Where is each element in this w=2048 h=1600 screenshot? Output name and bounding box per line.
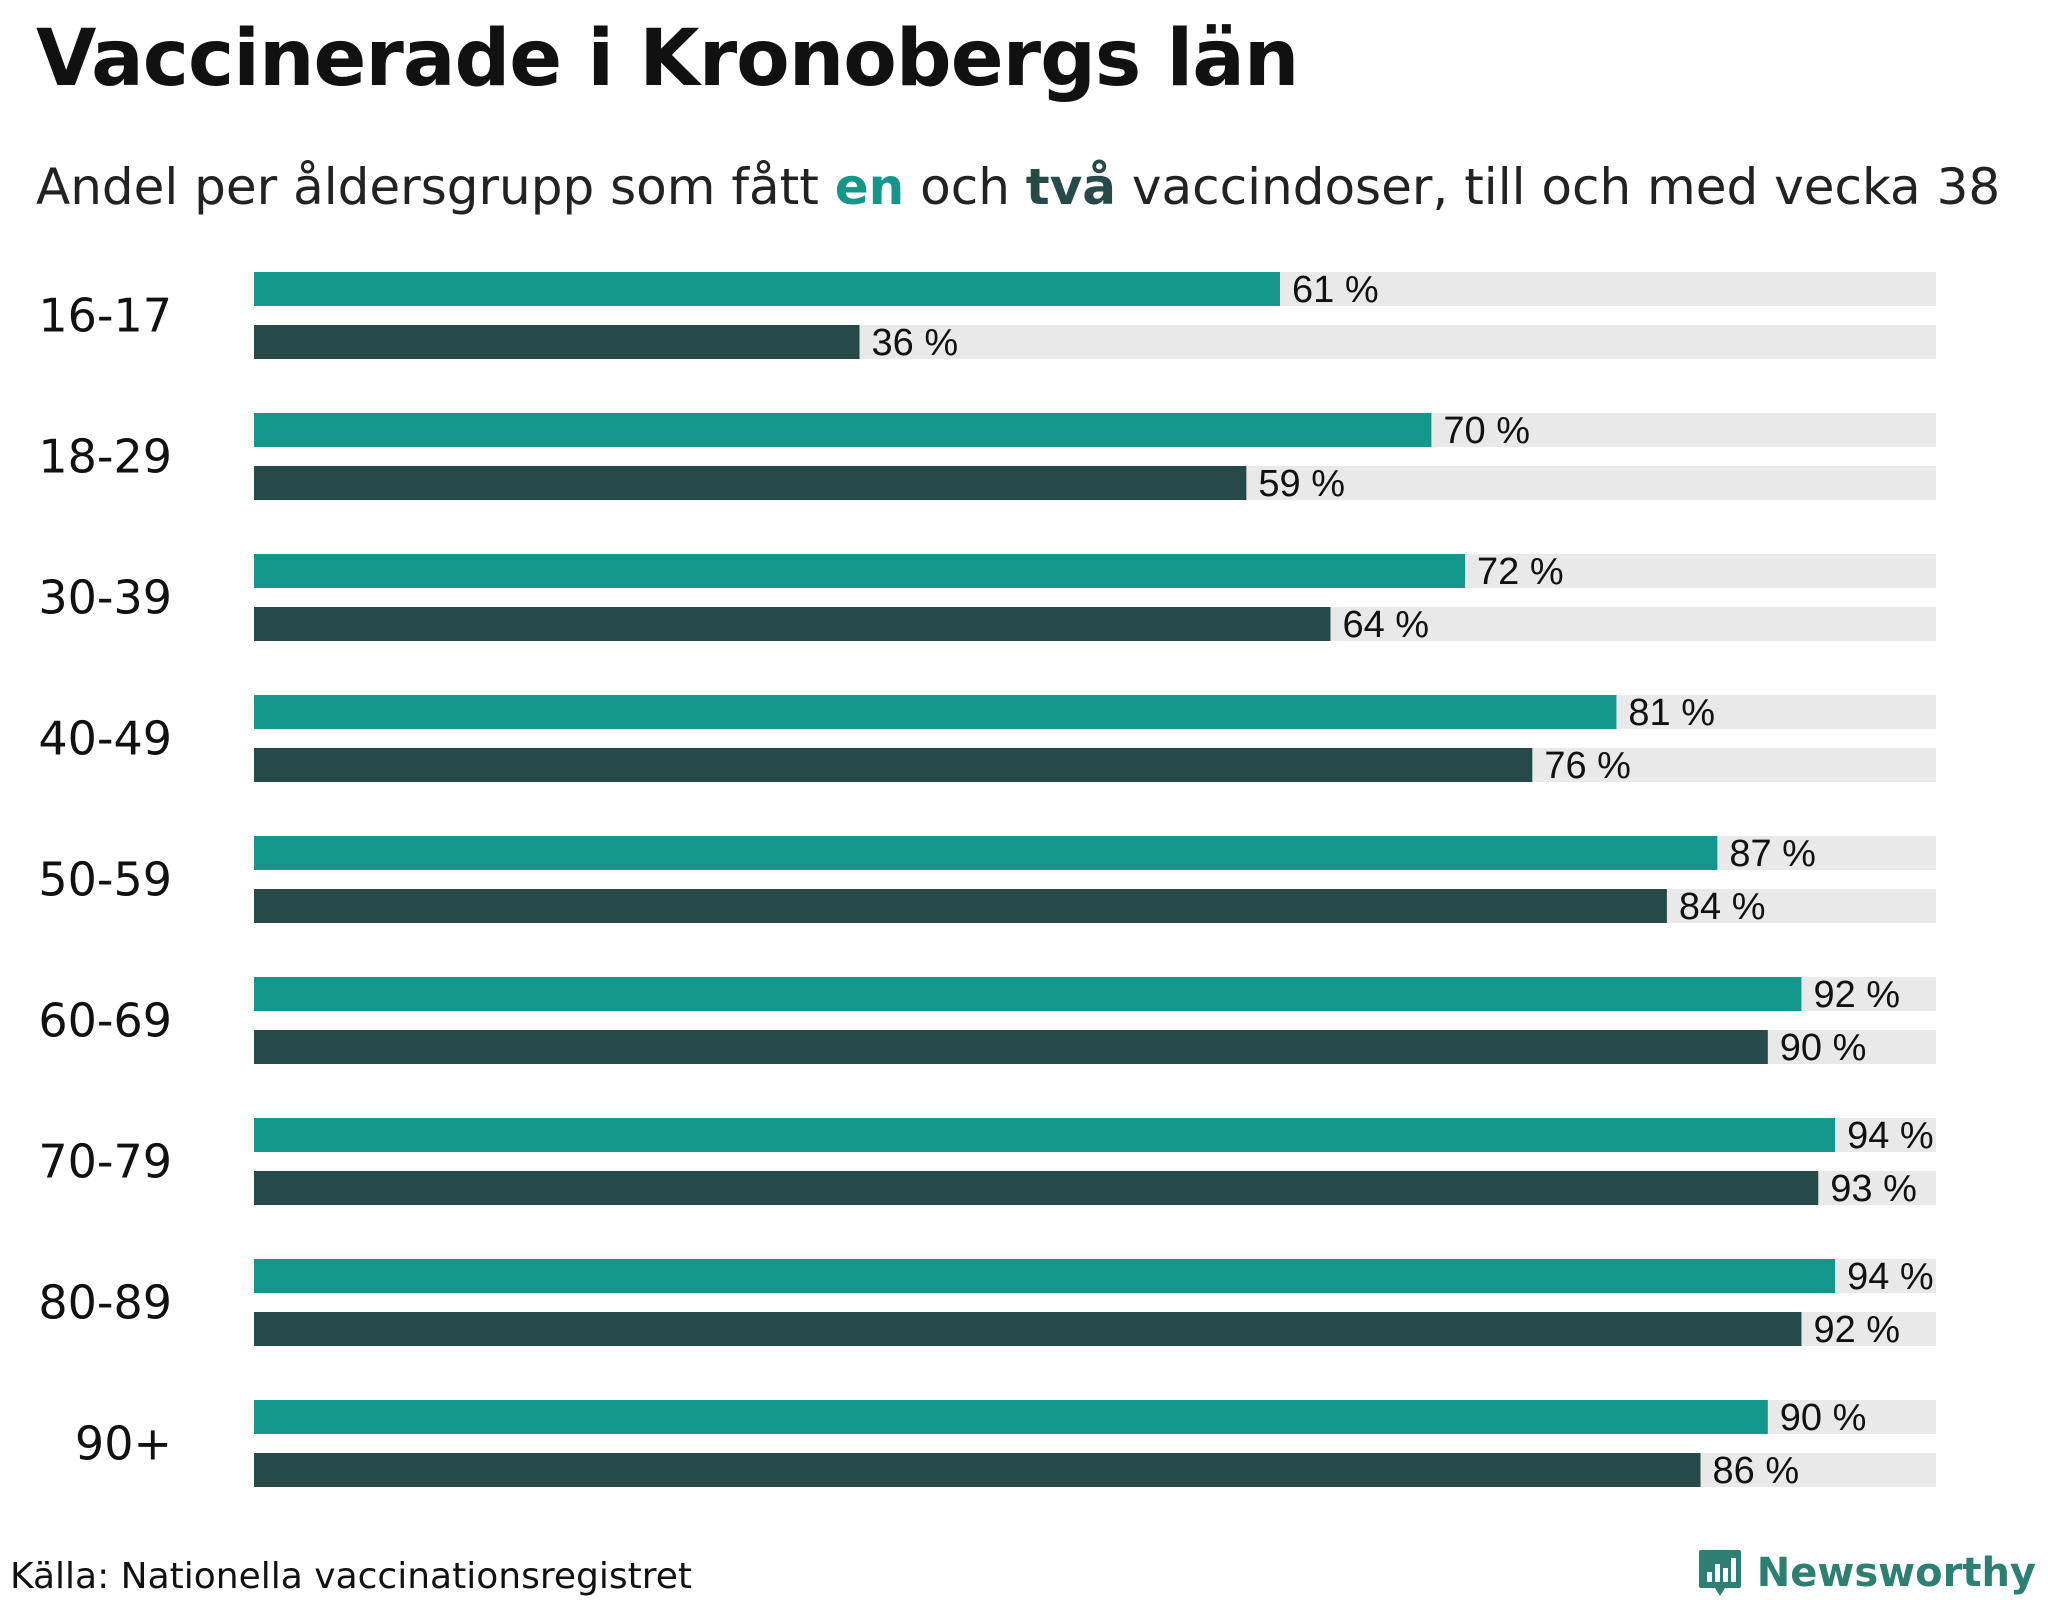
bar — [254, 1400, 1768, 1434]
bar — [254, 1312, 1802, 1346]
data-label: 36 % — [872, 322, 959, 364]
subtitle-text-mid: och — [904, 158, 1026, 216]
data-label: 93 % — [1830, 1168, 1917, 1210]
chart-title: Vaccinerade i Kronobergs län — [36, 14, 1299, 104]
data-label: 94 % — [1847, 1115, 1934, 1157]
category-label: 60-69 — [38, 994, 172, 1048]
data-label: 84 % — [1679, 886, 1766, 928]
subtitle-text-post: vaccindoser, till och med vecka 38 — [1116, 158, 2001, 216]
bar — [254, 889, 1667, 923]
data-label: 64 % — [1342, 604, 1429, 646]
data-label: 94 % — [1847, 1256, 1934, 1298]
data-label: 92 % — [1813, 974, 1900, 1016]
bar — [254, 1259, 1836, 1293]
bar — [254, 1171, 1819, 1205]
bar — [254, 272, 1281, 306]
bar — [254, 607, 1331, 641]
category-label: 18-29 — [38, 430, 172, 484]
data-label: 70 % — [1443, 410, 1530, 452]
category-label: 70-79 — [38, 1135, 172, 1189]
chart-subtitle: Andel per åldersgrupp som fått en och tv… — [36, 158, 2000, 216]
data-label: 86 % — [1713, 1450, 1800, 1492]
bar — [254, 325, 860, 359]
bar — [254, 748, 1533, 782]
data-label: 87 % — [1729, 833, 1816, 875]
category-label: 16-17 — [38, 289, 172, 343]
bar — [254, 1030, 1768, 1064]
bar — [254, 836, 1718, 870]
bar — [254, 413, 1432, 447]
bar — [254, 695, 1617, 729]
data-label: 90 % — [1780, 1397, 1867, 1439]
bar — [254, 1453, 1701, 1487]
category-label: 40-49 — [38, 712, 172, 766]
subtitle-one-dose: en — [834, 158, 905, 216]
brand-name: Newsworthy — [1756, 1550, 2036, 1596]
bar — [254, 466, 1247, 500]
data-label: 59 % — [1258, 463, 1345, 505]
category-label: 90+ — [75, 1417, 172, 1471]
category-label: 50-59 — [38, 853, 172, 907]
bar — [254, 1118, 1836, 1152]
data-label: 81 % — [1628, 692, 1715, 734]
bar — [254, 977, 1802, 1011]
brand-logo: Newsworthy — [1697, 1548, 2036, 1598]
subtitle-two-doses: två — [1025, 158, 1117, 216]
source-note: Källa: Nationella vaccinationsregistret — [10, 1556, 692, 1597]
data-label: 92 % — [1813, 1309, 1900, 1351]
data-label: 61 % — [1292, 269, 1379, 311]
newsworthy-logo-icon — [1698, 1550, 1741, 1596]
data-label: 72 % — [1477, 551, 1564, 593]
data-label: 90 % — [1780, 1027, 1867, 1069]
category-label: 80-89 — [38, 1276, 172, 1330]
category-label: 30-39 — [38, 571, 172, 625]
data-label: 76 % — [1544, 745, 1631, 787]
bar — [254, 554, 1466, 588]
subtitle-text-pre: Andel per åldersgrupp som fått — [36, 158, 835, 216]
